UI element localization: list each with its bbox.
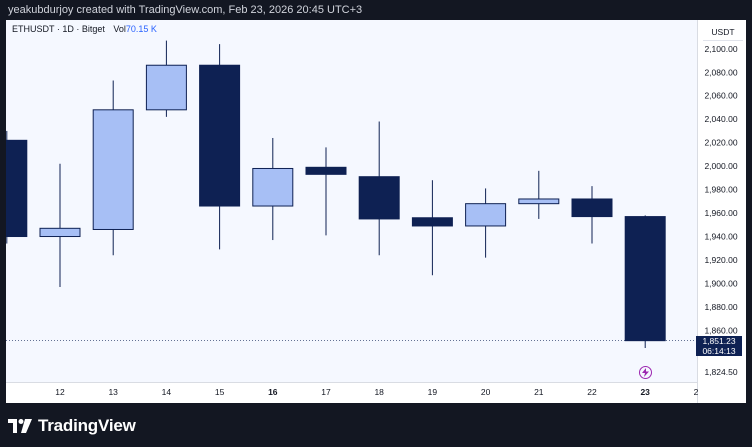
time-tick-label: 14 xyxy=(162,387,172,397)
candle-body[interactable] xyxy=(465,203,507,227)
time-tick-label: 21 xyxy=(534,387,544,397)
candle-body[interactable] xyxy=(252,167,294,207)
time-tick-label: 16 xyxy=(268,387,278,397)
legend-vol-value: 70.15 K xyxy=(125,24,157,34)
header-text: yeakubdurjoy created with TradingView.co… xyxy=(8,4,363,16)
candle-body[interactable] xyxy=(571,198,613,218)
time-tick-label: 15 xyxy=(215,387,225,397)
candle-body[interactable] xyxy=(39,227,81,238)
price-tick-label: 1,860.00 xyxy=(704,325,737,335)
candle-body[interactable] xyxy=(518,198,560,205)
price-tick-label: 1,980.00 xyxy=(704,185,737,195)
price-tick-label: 1,960.00 xyxy=(704,208,737,218)
footer: TradingView xyxy=(0,403,752,447)
time-tick-label: 22 xyxy=(587,387,597,397)
candle-body[interactable] xyxy=(411,217,453,227)
lightning-icon xyxy=(642,368,649,377)
candle-body[interactable] xyxy=(145,64,187,111)
price-tick-label: 2,060.00 xyxy=(704,91,737,101)
price-tick-label: 2,040.00 xyxy=(704,114,737,124)
currency-label[interactable]: USDT xyxy=(703,24,743,41)
price-tick-label: 1,824.50 xyxy=(704,367,737,377)
candle-body[interactable] xyxy=(624,216,666,342)
time-tick-label: 17 xyxy=(321,387,331,397)
price-tick-label: 1,920.00 xyxy=(704,255,737,265)
axis-corner xyxy=(698,383,746,403)
price-tick-label: 2,020.00 xyxy=(704,138,737,148)
countdown-value: 06:14:13 xyxy=(702,345,736,356)
time-tick-label: 19 xyxy=(428,387,438,397)
legend-symbol[interactable]: ETHUSDT · 1D · Bitget xyxy=(12,24,105,34)
candlestick-chart[interactable]: 1,824.50 1,860.00 1,880.00 1,900.00 1,920.00… xyxy=(6,20,746,403)
time-tick-label: 18 xyxy=(374,387,384,397)
time-tick-label: 23 xyxy=(640,387,650,397)
candle-body[interactable] xyxy=(92,109,134,230)
last-price-value: 1,851.23 xyxy=(702,335,736,346)
last-price-label: 1,851.23 06:14:13 xyxy=(696,335,742,356)
candle-body[interactable] xyxy=(305,166,347,175)
chart-panel[interactable]: 1,824.50 1,860.00 1,880.00 1,900.00 1,920.00… xyxy=(6,20,746,403)
candle-body[interactable] xyxy=(6,139,28,238)
time-tick-label: 20 xyxy=(481,387,491,397)
tradingview-brand-text: TradingView xyxy=(38,416,136,435)
price-tick-label: 2,100.00 xyxy=(704,44,737,54)
tradingview-logo[interactable]: TradingView xyxy=(8,415,136,437)
time-tick-label: 12 xyxy=(55,387,65,397)
candle-body[interactable] xyxy=(358,176,400,220)
chart-legend: ETHUSDT · 1D · Bitget Vol70.15 K xyxy=(12,24,157,34)
candle-body[interactable] xyxy=(199,64,241,207)
price-tick-label: 1,900.00 xyxy=(704,278,737,288)
tradingview-logo-icon xyxy=(8,419,32,433)
price-tick-label: 2,000.00 xyxy=(704,161,737,171)
price-tick-label: 1,940.00 xyxy=(704,232,737,242)
legend-vol-label: Vol xyxy=(113,24,126,34)
watermark-header: yeakubdurjoy created with TradingView.co… xyxy=(0,0,752,20)
price-tick-label: 2,080.00 xyxy=(704,67,737,77)
flash-event-icon[interactable] xyxy=(639,366,652,379)
price-tick-label: 1,880.00 xyxy=(704,302,737,312)
time-axis[interactable] xyxy=(6,382,697,403)
time-tick-label: 13 xyxy=(108,387,118,397)
